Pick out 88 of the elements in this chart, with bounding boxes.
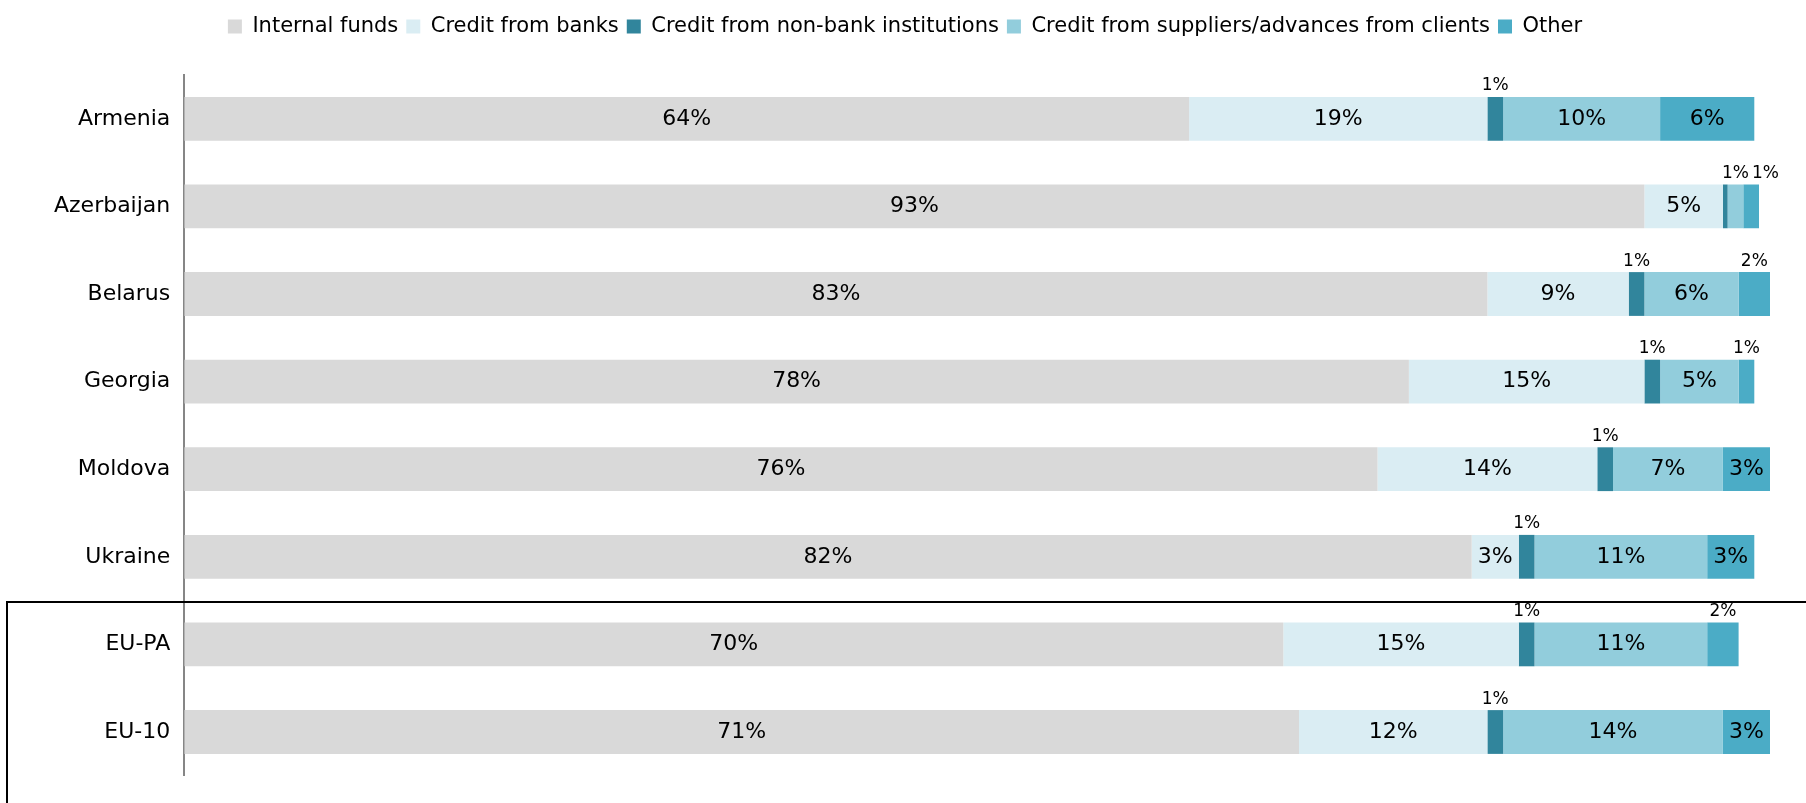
bar <box>184 359 1409 404</box>
data-label: 15% <box>1376 630 1426 656</box>
data-label: 1% <box>1623 249 1651 270</box>
bar <box>1503 710 1723 754</box>
bar <box>1660 96 1755 141</box>
bar <box>1298 710 1488 754</box>
bar <box>1377 447 1598 492</box>
bar <box>1628 272 1645 316</box>
bar <box>1487 710 1504 754</box>
bar <box>1503 96 1661 141</box>
bar <box>1738 272 1770 316</box>
data-label: 2% <box>1709 599 1737 620</box>
data-label: 1% <box>1751 161 1779 182</box>
y-tick-label: Georgia <box>84 367 171 393</box>
bar <box>1597 447 1613 492</box>
data-label: 3% <box>1729 717 1764 743</box>
bar <box>1283 622 1519 667</box>
data-label: 70% <box>709 630 759 656</box>
data-label: 5% <box>1681 367 1717 393</box>
y-tick-label: EU-PA <box>105 630 171 656</box>
data-label: 1% <box>1732 337 1760 358</box>
data-label: 3% <box>1713 542 1749 568</box>
bar <box>184 96 1190 141</box>
data-label: 14% <box>1588 717 1638 743</box>
bar <box>184 622 1284 667</box>
data-label: 2% <box>1740 249 1768 270</box>
legend-label: Internal funds <box>252 12 399 37</box>
data-label: 10% <box>1557 104 1607 130</box>
bar <box>184 184 1645 229</box>
data-label: 1% <box>1513 599 1541 620</box>
legend-label: Other <box>1522 12 1583 37</box>
bar <box>1534 622 1708 667</box>
data-label: 6% <box>1689 104 1725 130</box>
bar <box>184 534 1472 579</box>
data-label: 3% <box>1729 454 1764 480</box>
y-tick-label: EU-10 <box>104 717 171 743</box>
bar <box>184 272 1488 316</box>
bar <box>1722 184 1728 229</box>
data-label: 1% <box>1638 337 1666 358</box>
data-label: 71% <box>717 717 767 743</box>
data-label: 93% <box>889 192 939 218</box>
data-label: 3% <box>1477 542 1513 568</box>
bar <box>1487 96 1504 141</box>
bar <box>1644 359 1661 404</box>
data-label: 82% <box>803 542 853 568</box>
bar <box>1644 272 1739 316</box>
data-label: 9% <box>1540 279 1576 305</box>
data-label: 76% <box>756 454 806 480</box>
bar <box>1743 184 1760 229</box>
bar <box>1408 359 1645 404</box>
bar <box>1487 272 1629 316</box>
legend-label: Credit from banks <box>430 12 619 37</box>
bar <box>1189 96 1488 141</box>
y-tick-label: Armenia <box>78 104 171 130</box>
data-label: 11% <box>1596 630 1646 656</box>
bar <box>1707 622 1739 667</box>
data-label: 5% <box>1666 192 1702 218</box>
data-label: 19% <box>1313 104 1363 130</box>
bar <box>184 447 1378 492</box>
data-label: 1% <box>1481 687 1509 708</box>
data-label: 7% <box>1650 454 1686 480</box>
data-label: 12% <box>1368 717 1418 743</box>
data-label: 15% <box>1502 367 1552 393</box>
data-label: 1% <box>1721 161 1749 182</box>
y-tick-label: Ukraine <box>85 542 171 568</box>
bar <box>1518 534 1535 579</box>
data-label: 78% <box>772 367 822 393</box>
data-label: 6% <box>1674 279 1709 305</box>
bar <box>1518 622 1535 667</box>
data-label: 83% <box>811 279 861 305</box>
legend-label: Credit from suppliers/advances from clients <box>1031 12 1490 37</box>
bar <box>1738 359 1755 404</box>
y-tick-label: Belarus <box>87 279 171 305</box>
bar <box>1613 447 1723 492</box>
bar <box>1727 184 1744 229</box>
bar <box>184 710 1299 754</box>
data-label: 64% <box>662 104 712 130</box>
data-label: 1% <box>1591 424 1619 445</box>
y-tick-label: Azerbaijan <box>53 192 171 218</box>
bar <box>1660 359 1739 404</box>
bar <box>1644 184 1723 229</box>
data-label: 14% <box>1462 454 1512 480</box>
data-label: 1% <box>1513 512 1541 533</box>
bar <box>1534 534 1708 579</box>
data-label: 11% <box>1596 542 1646 568</box>
legend-label: Credit from non-bank institutions <box>651 12 999 37</box>
y-tick-label: Moldova <box>77 454 171 480</box>
data-label: 1% <box>1481 74 1509 95</box>
